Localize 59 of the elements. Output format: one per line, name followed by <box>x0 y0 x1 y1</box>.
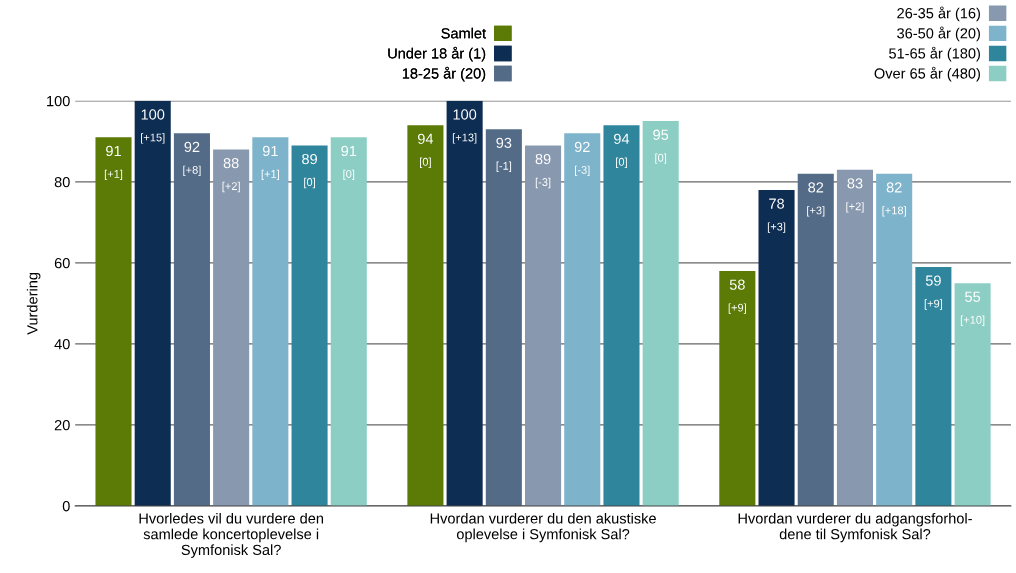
data-label: 78 [+3] <box>767 198 786 233</box>
data-label: 83 [+2] <box>846 178 864 213</box>
bar <box>564 133 601 506</box>
data-label: 92 [-3] <box>574 141 590 177</box>
legend-label: Over 65 år (480) <box>874 66 980 82</box>
y-axis-title: Vurdering <box>26 273 41 335</box>
data-label: 88 [+2] <box>222 157 240 193</box>
legend-label: Samlet <box>441 27 486 39</box>
bar <box>134 100 171 506</box>
bar <box>173 133 210 506</box>
bar <box>446 100 483 506</box>
bar <box>407 125 444 506</box>
legend-label: 51-65 år (180) <box>889 46 980 62</box>
x-tick-label: Hvordan vurderer du den akustiske oplevelse i Symfonisk Sal? <box>430 512 656 543</box>
data-label: 89 [0] <box>302 153 317 189</box>
bar <box>291 145 328 506</box>
data-label: 94 [0] <box>417 133 434 168</box>
data-label: 59 [+9] <box>924 275 943 310</box>
data-label: 82 [+18] <box>882 182 906 217</box>
bar <box>525 145 562 506</box>
bar <box>330 137 367 506</box>
bar <box>603 125 640 506</box>
data-label: 91 [+1] <box>104 145 123 181</box>
data-label: 95 [0] <box>653 129 669 164</box>
data-label: 92 [+8] <box>183 141 201 177</box>
bar <box>95 137 132 506</box>
data-label: 82 [+3] <box>807 182 825 217</box>
y-tick-label: 80 <box>54 176 70 188</box>
data-label: 91 [0] <box>341 145 357 181</box>
bar <box>719 270 756 506</box>
bar <box>797 173 834 506</box>
data-label: 100 [+13] <box>452 109 477 144</box>
data-label: 91 [+1] <box>261 145 279 181</box>
data-label: 58 [+9] <box>728 279 746 314</box>
data-label: 55 [+10] <box>960 291 985 326</box>
data-label: 100 [+15] <box>141 109 165 144</box>
y-tick-label: 100 <box>47 95 70 107</box>
bar <box>836 169 873 506</box>
data-label: 89 [-3] <box>535 153 551 189</box>
y-tick-label: 60 <box>54 257 70 269</box>
y-tick-label: 40 <box>54 339 70 350</box>
legend-label: 26-35 år (16) <box>897 6 980 22</box>
data-label: 93 [-1] <box>496 137 512 172</box>
x-tick-label: Hvorledes vil du vurdere den samlede koncertoplevelse i Symfonisk Sal? <box>139 512 324 558</box>
x-tick-label: Hvordan vurderer du adgangsforhol- dene til Symfonisk Sal? <box>738 512 972 543</box>
legend-label: 36-50 år (20) <box>897 26 980 42</box>
y-tick-label: 0 <box>62 501 70 512</box>
bar <box>642 121 679 506</box>
legend-label: 18-25 år (20) <box>402 66 486 82</box>
y-tick-label: 20 <box>54 420 70 431</box>
bar <box>954 283 991 506</box>
data-label: 94 [0] <box>614 133 630 168</box>
bar <box>915 266 952 506</box>
bar <box>758 189 795 506</box>
bar <box>485 129 522 506</box>
bar <box>213 149 250 506</box>
legend-label: Under 18 år (1) <box>388 46 486 62</box>
bar <box>252 137 289 506</box>
bar <box>876 173 913 506</box>
